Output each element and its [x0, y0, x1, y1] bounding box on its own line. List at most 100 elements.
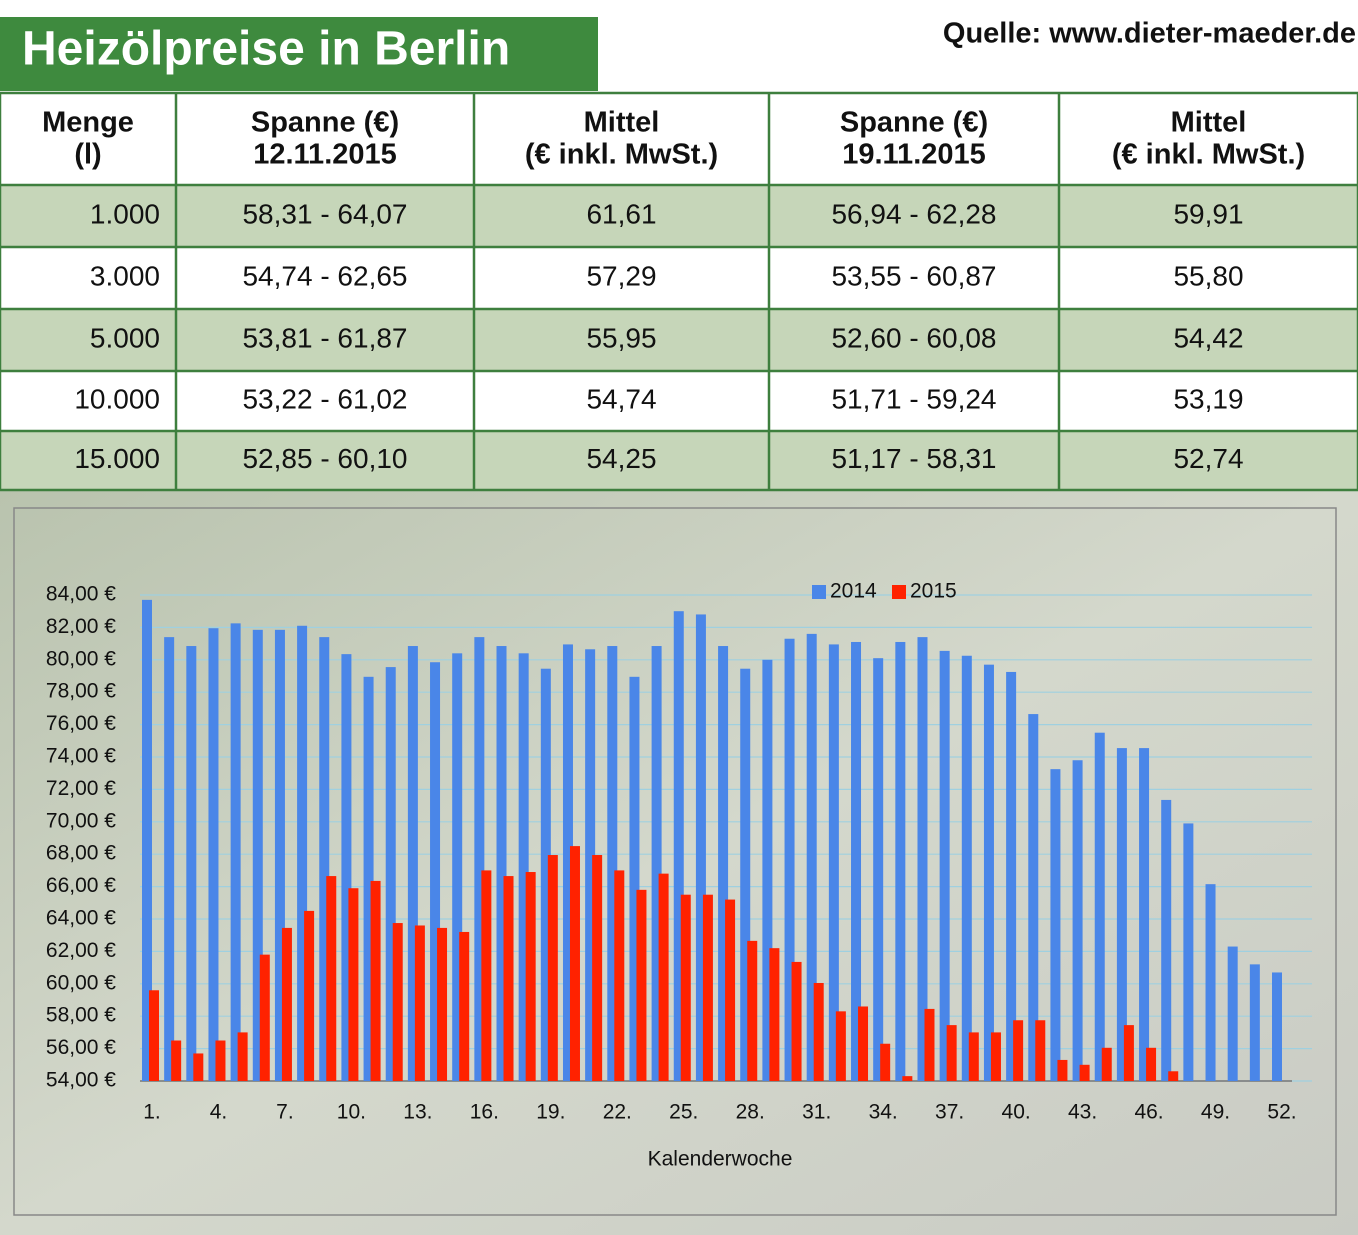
- bar: [230, 623, 241, 1081]
- x-tick-label: 4.: [210, 1101, 228, 1124]
- bar: [252, 629, 263, 1081]
- column-header: Mittel: [584, 107, 660, 139]
- bar: [769, 948, 780, 1081]
- legend-label: 2015: [910, 580, 957, 603]
- column-header: Mittel: [1171, 107, 1247, 139]
- column-header: 12.11.2015: [253, 139, 397, 171]
- bar: [430, 662, 441, 1081]
- bar: [281, 927, 292, 1081]
- bar: [164, 637, 175, 1081]
- x-tick-label: 19.: [536, 1101, 565, 1124]
- legend-label: 2014: [830, 580, 877, 603]
- table-cell: 3.000: [90, 260, 160, 291]
- bar: [658, 873, 669, 1081]
- title: Heizölpreise in Berlin: [22, 23, 510, 76]
- bar: [961, 655, 972, 1081]
- y-tick-label: 70,00 €: [46, 809, 116, 832]
- bar: [452, 653, 463, 1081]
- bar: [1013, 1020, 1024, 1081]
- bar: [547, 855, 558, 1081]
- bar: [459, 931, 470, 1081]
- bar: [1079, 1064, 1090, 1081]
- table-cell: 52,74: [1173, 443, 1243, 474]
- table-cell: 1.000: [90, 198, 160, 229]
- y-tick-label: 54,00 €: [46, 1069, 116, 1092]
- bar: [851, 641, 862, 1081]
- x-tick-label: 43.: [1068, 1101, 1097, 1124]
- bar: [585, 649, 596, 1081]
- y-tick-label: 72,00 €: [46, 777, 116, 800]
- bar: [895, 641, 906, 1081]
- legend-swatch: [892, 585, 906, 599]
- bar: [1057, 1059, 1068, 1081]
- bar: [215, 1040, 226, 1081]
- column-header: 19.11.2015: [842, 139, 986, 171]
- bar: [1094, 732, 1105, 1081]
- bar: [496, 646, 507, 1081]
- table-cell: 57,29: [586, 260, 656, 291]
- bar: [924, 1008, 935, 1081]
- bar: [208, 628, 219, 1081]
- bar: [968, 1032, 979, 1081]
- bar: [186, 646, 197, 1081]
- bar: [518, 653, 529, 1081]
- bar: [297, 625, 308, 1081]
- bar: [702, 894, 713, 1081]
- bar: [348, 888, 359, 1081]
- y-tick-label: 56,00 €: [46, 1036, 116, 1059]
- table-cell: 52,85 - 60,10: [242, 443, 407, 474]
- x-tick-label: 31.: [802, 1101, 831, 1124]
- bar: [695, 614, 706, 1081]
- table-cell: 55,95: [586, 322, 656, 353]
- bar: [1139, 748, 1150, 1081]
- bar: [503, 876, 514, 1081]
- y-tick-label: 64,00 €: [46, 907, 116, 930]
- bar: [341, 654, 352, 1081]
- bar: [1227, 946, 1238, 1081]
- bar: [902, 1076, 913, 1081]
- bar: [370, 880, 381, 1081]
- x-axis-title: Kalenderwoche: [648, 1148, 793, 1171]
- x-tick-label: 52.: [1267, 1101, 1296, 1124]
- bar: [873, 658, 884, 1081]
- table-cell: 54,74 - 62,65: [242, 260, 407, 291]
- bar: [1035, 1020, 1046, 1081]
- y-tick-label: 60,00 €: [46, 971, 116, 994]
- x-tick-label: 40.: [1002, 1101, 1031, 1124]
- table-cell: 5.000: [90, 322, 160, 353]
- table-cell: 55,80: [1173, 260, 1243, 291]
- x-tick-label: 1.: [143, 1101, 161, 1124]
- bar: [880, 1043, 891, 1081]
- title-box: [0, 17, 598, 91]
- table-cell: 53,55 - 60,87: [831, 260, 996, 291]
- y-tick-label: 62,00 €: [46, 939, 116, 962]
- bar: [540, 668, 551, 1081]
- table-cell: 51,17 - 58,31: [831, 443, 996, 474]
- bar: [636, 889, 647, 1081]
- table-row: [0, 431, 1358, 490]
- table-row: [0, 309, 1358, 371]
- bar: [326, 876, 337, 1081]
- table-cell: 51,71 - 59,24: [831, 383, 996, 414]
- table-cell: 52,60 - 60,08: [831, 322, 996, 353]
- bar: [725, 899, 736, 1081]
- column-header: (€ inkl. MwSt.): [1112, 139, 1305, 171]
- bar: [813, 982, 824, 1081]
- bar: [828, 644, 839, 1081]
- x-tick-label: 49.: [1201, 1101, 1230, 1124]
- bar: [392, 923, 403, 1081]
- bar: [680, 894, 691, 1081]
- bar: [718, 646, 729, 1081]
- bar: [569, 846, 580, 1081]
- table-cell: 53,22 - 61,02: [242, 383, 407, 414]
- source: Quelle: www.dieter-maeder.de: [943, 18, 1356, 50]
- y-tick-label: 80,00 €: [46, 647, 116, 670]
- column-header: (€ inkl. MwSt.): [525, 139, 718, 171]
- y-tick-label: 66,00 €: [46, 874, 116, 897]
- bar: [414, 925, 425, 1081]
- y-tick-label: 78,00 €: [46, 680, 116, 703]
- bar: [1205, 884, 1216, 1081]
- bar: [1183, 823, 1194, 1081]
- bar: [385, 667, 396, 1081]
- bar: [525, 872, 536, 1081]
